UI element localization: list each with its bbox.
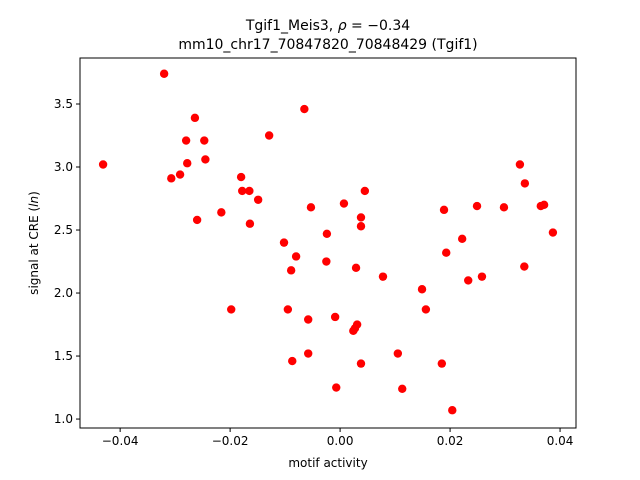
- data-point: [417, 285, 427, 294]
- data-point: [360, 186, 370, 196]
- data-point: [236, 172, 246, 182]
- data-point: [539, 200, 549, 210]
- data-point: [439, 205, 449, 215]
- y-tick-label: 2.0: [54, 286, 73, 300]
- data-point: [167, 174, 176, 183]
- y-tick-label: 3.0: [54, 160, 73, 174]
- data-point: [306, 203, 316, 212]
- data-point: [548, 228, 558, 237]
- data-point: [264, 131, 274, 140]
- x-tick-label: 0.02: [437, 434, 464, 448]
- y-axis: 1.0 1.5 2.0 2.5 3.0 3.5: [54, 97, 80, 426]
- data-point: [304, 315, 313, 324]
- data-point: [330, 312, 340, 322]
- y-tick-label: 2.5: [54, 223, 73, 237]
- x-tick-label: −0.04: [102, 434, 139, 448]
- data-point: [245, 219, 255, 228]
- data-point: [238, 186, 247, 196]
- data-point: [339, 199, 349, 208]
- data-point: [227, 305, 236, 314]
- data-point: [457, 234, 467, 244]
- data-point: [322, 257, 331, 266]
- plot-frame: [79, 57, 577, 429]
- data-point: [181, 136, 191, 145]
- data-point: [442, 248, 451, 257]
- data-point: [351, 263, 361, 273]
- data-point: [352, 320, 362, 329]
- data-point: [448, 406, 457, 415]
- y-tick-label: 1.0: [54, 412, 73, 426]
- chart-title-line1: Tgif1_Meis3, ρ = −0.34: [245, 18, 410, 34]
- data-point: [286, 266, 296, 275]
- data-point: [356, 359, 366, 368]
- data-point: [378, 272, 388, 281]
- data-point: [356, 213, 366, 222]
- x-axis: −0.04 −0.02 0.00 0.02 0.04: [102, 428, 574, 448]
- data-point: [192, 215, 202, 225]
- x-tick-label: 0.04: [547, 434, 574, 448]
- data-point: [520, 179, 530, 188]
- data-point: [245, 186, 254, 196]
- data-point: [515, 160, 525, 169]
- data-point: [288, 356, 297, 366]
- data-point: [217, 208, 226, 217]
- data-point: [393, 349, 403, 358]
- data-point: [304, 349, 313, 358]
- data-point: [291, 252, 301, 261]
- data-point: [98, 160, 108, 169]
- data-point: [253, 195, 263, 204]
- chart-title-line2: mm10_chr17_70847820_70848429 (Tgif1): [178, 37, 477, 53]
- data-point: [472, 201, 482, 211]
- data-point: [477, 272, 487, 281]
- data-point: [499, 203, 509, 212]
- data-point: [279, 238, 289, 247]
- data-point: [398, 384, 407, 394]
- data-point: [300, 104, 309, 114]
- data-point: [283, 305, 293, 314]
- data-point: [437, 359, 447, 368]
- data-point: [201, 155, 210, 164]
- x-tick-label: 0.00: [327, 434, 354, 448]
- data-point: [332, 383, 341, 392]
- data-point: [322, 229, 332, 239]
- data-point: [190, 113, 200, 123]
- y-axis-label: signal at CRE (ln): [27, 191, 41, 295]
- data-point: [159, 69, 169, 78]
- data-point: [520, 262, 529, 271]
- data-point: [356, 222, 366, 231]
- x-tick-label: −0.02: [212, 434, 249, 448]
- y-tick-label: 1.5: [54, 349, 73, 363]
- data-point: [421, 305, 431, 314]
- x-axis-label: motif activity: [288, 456, 367, 470]
- data-point: [175, 170, 185, 179]
- data-point: [200, 136, 209, 145]
- data-point: [183, 159, 192, 168]
- points-layer: [98, 69, 558, 415]
- y-tick-label: 3.5: [54, 97, 73, 111]
- data-point: [464, 276, 473, 285]
